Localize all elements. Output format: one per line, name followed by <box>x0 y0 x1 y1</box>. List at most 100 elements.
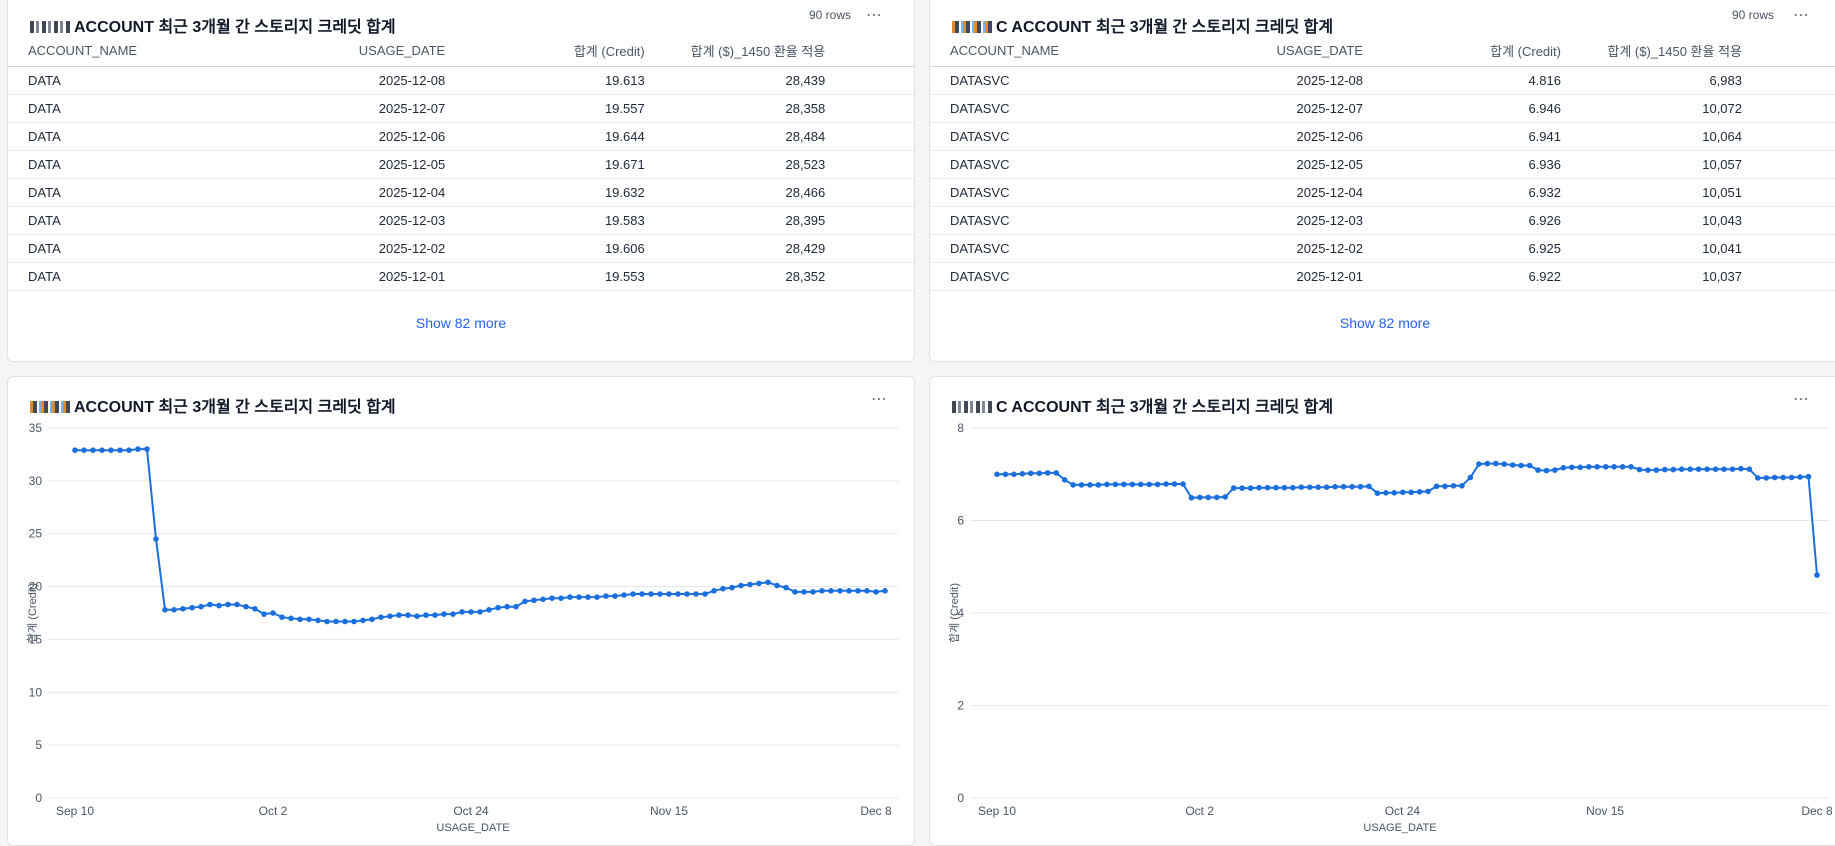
data-point <box>1222 494 1228 500</box>
table-row[interactable]: DATASVC 2025-12-06 6.941 10,064 <box>930 122 1835 151</box>
table-row[interactable]: DATASVC 2025-12-01 6.922 10,037 <box>930 262 1835 291</box>
ellipsis-icon[interactable]: ⋯ <box>866 7 883 24</box>
y-tick-label: 35 <box>29 421 43 435</box>
cell-credit: 19.671 <box>445 150 645 179</box>
data-point <box>765 579 771 586</box>
col-account-name[interactable]: ACCOUNT_NAME <box>8 36 268 67</box>
data-point <box>351 618 357 625</box>
col-usage-date[interactable]: USAGE_DATE <box>267 36 446 67</box>
table-row[interactable]: DATA 2025-12-07 19.557 28,358 <box>8 94 914 123</box>
table-row[interactable]: DATASVC 2025-12-07 6.946 10,072 <box>930 94 1835 123</box>
data-point <box>1247 485 1254 491</box>
data-point <box>666 591 672 597</box>
table-row[interactable]: DATA 2025-12-08 19.613 28,439 <box>8 66 914 95</box>
cell-usage-date: 2025-12-02 <box>267 234 446 263</box>
ellipsis-icon[interactable]: ⋯ <box>1793 7 1810 24</box>
chart-panel-account: ACCOUNT 최근 3개월 간 스토리지 크레딧 합계 ⋯ 0 5 10 15 20 2… <box>7 376 915 846</box>
x-tick-label: Oct 24 <box>453 804 489 818</box>
data-point <box>657 591 663 597</box>
data-point <box>1239 485 1245 491</box>
data-point <box>108 447 114 453</box>
cell-account-name: DATA <box>8 122 268 151</box>
data-point <box>252 606 258 612</box>
data-point <box>1586 464 1592 470</box>
data-point <box>1332 483 1338 490</box>
cell-credit: 6.925 <box>1363 234 1561 263</box>
data-point <box>1349 483 1355 490</box>
data-point <box>135 446 141 452</box>
cell-usage-date: 2025-12-07 <box>1190 94 1363 123</box>
data-point <box>1476 461 1482 467</box>
table-row[interactable]: DATASVC 2025-12-03 6.926 10,043 <box>930 206 1835 235</box>
cell-usd: 10,051 <box>1561 178 1742 207</box>
table-row[interactable]: DATA 2025-12-03 19.583 28,395 <box>8 206 914 235</box>
table-row[interactable]: DATASVC 2025-12-02 6.925 10,041 <box>930 234 1835 263</box>
data-point <box>711 588 717 594</box>
data-point <box>1636 466 1643 473</box>
table-row[interactable]: DATASVC 2025-12-08 4.816 6,983 <box>930 66 1835 95</box>
table-row[interactable]: DATA 2025-12-01 19.553 28,352 <box>8 262 914 291</box>
data-point <box>1230 485 1237 491</box>
table-row[interactable]: DATA 2025-12-06 19.644 28,484 <box>8 122 914 151</box>
col-usd[interactable]: 합계 ($)_1450 환율 적용 <box>644 36 826 67</box>
data-point <box>1256 484 1262 491</box>
cell-account-name: DATASVC <box>930 150 1190 179</box>
line-chart[interactable]: 0 5 10 15 20 25 30 35 Sep 10 Oct 2 Oct 24 Nov 15 Dec… <box>8 377 914 845</box>
data-point <box>1163 481 1169 487</box>
data-point <box>1712 466 1719 472</box>
cell-credit: 6.926 <box>1363 206 1561 235</box>
data-point <box>459 609 465 615</box>
cell-account-name: DATASVC <box>930 206 1190 235</box>
data-point <box>261 611 267 617</box>
data-point <box>1129 481 1136 488</box>
table-row[interactable]: DATASVC 2025-12-05 6.936 10,057 <box>930 150 1835 179</box>
col-credit[interactable]: 합계 (Credit) <box>1363 36 1561 67</box>
y-tick-label: 25 <box>29 527 43 541</box>
cell-account-name: DATA <box>8 150 268 179</box>
cell-usd: 10,041 <box>1561 234 1742 263</box>
show-more-link[interactable]: Show 82 more <box>1339 315 1431 331</box>
data-point <box>1416 489 1423 495</box>
data-point <box>99 447 105 453</box>
data-point <box>1078 482 1085 488</box>
series-line <box>997 462 1818 576</box>
col-account-name[interactable]: ACCOUNT_NAME <box>930 36 1190 67</box>
data-point <box>846 588 852 594</box>
table-row[interactable]: DATA 2025-12-05 19.671 28,523 <box>8 150 914 179</box>
cell-usd: 10,037 <box>1561 262 1742 291</box>
data-point <box>1154 481 1161 488</box>
table-row[interactable]: DATA 2025-12-02 19.606 28,429 <box>8 234 914 263</box>
data-point <box>540 596 546 603</box>
cell-credit: 6.932 <box>1363 178 1561 207</box>
data-point <box>1171 481 1178 487</box>
data-point <box>531 597 537 604</box>
data-point <box>603 593 609 599</box>
data-point <box>342 618 348 625</box>
data-point <box>639 591 645 597</box>
table-row[interactable]: DATA 2025-12-04 19.632 28,466 <box>8 178 914 207</box>
data-point <box>1011 471 1017 478</box>
cell-account-name: DATA <box>8 234 268 263</box>
data-point <box>1678 466 1685 472</box>
y-tick-label: 2 <box>957 699 964 713</box>
data-point <box>630 591 636 597</box>
line-chart[interactable]: 0 2 4 6 8 Sep 10 Oct 2 Oct 24 Nov 15 Dec 8 합계 (Cre… <box>930 377 1835 845</box>
cell-credit: 19.583 <box>445 206 645 235</box>
data-point <box>441 611 447 617</box>
data-point <box>1433 483 1440 490</box>
cell-usage-date: 2025-12-03 <box>1190 206 1363 235</box>
col-credit[interactable]: 합계 (Credit) <box>445 36 645 67</box>
y-tick-label: 10 <box>29 685 43 699</box>
cell-usage-date: 2025-12-08 <box>267 66 446 95</box>
table-row[interactable]: DATASVC 2025-12-04 6.932 10,051 <box>930 178 1835 207</box>
data-point <box>126 447 132 453</box>
data-point <box>1755 475 1761 481</box>
ellipsis-icon[interactable]: ⋯ <box>871 391 888 408</box>
data-point <box>855 588 861 594</box>
data-point <box>1205 494 1212 501</box>
ellipsis-icon[interactable]: ⋯ <box>1793 391 1810 408</box>
col-usd[interactable]: 합계 ($)_1450 환율 적용 <box>1561 36 1742 67</box>
data-point <box>549 595 555 601</box>
show-more-link[interactable]: Show 82 more <box>415 315 507 331</box>
col-usage-date[interactable]: USAGE_DATE <box>1190 36 1363 67</box>
